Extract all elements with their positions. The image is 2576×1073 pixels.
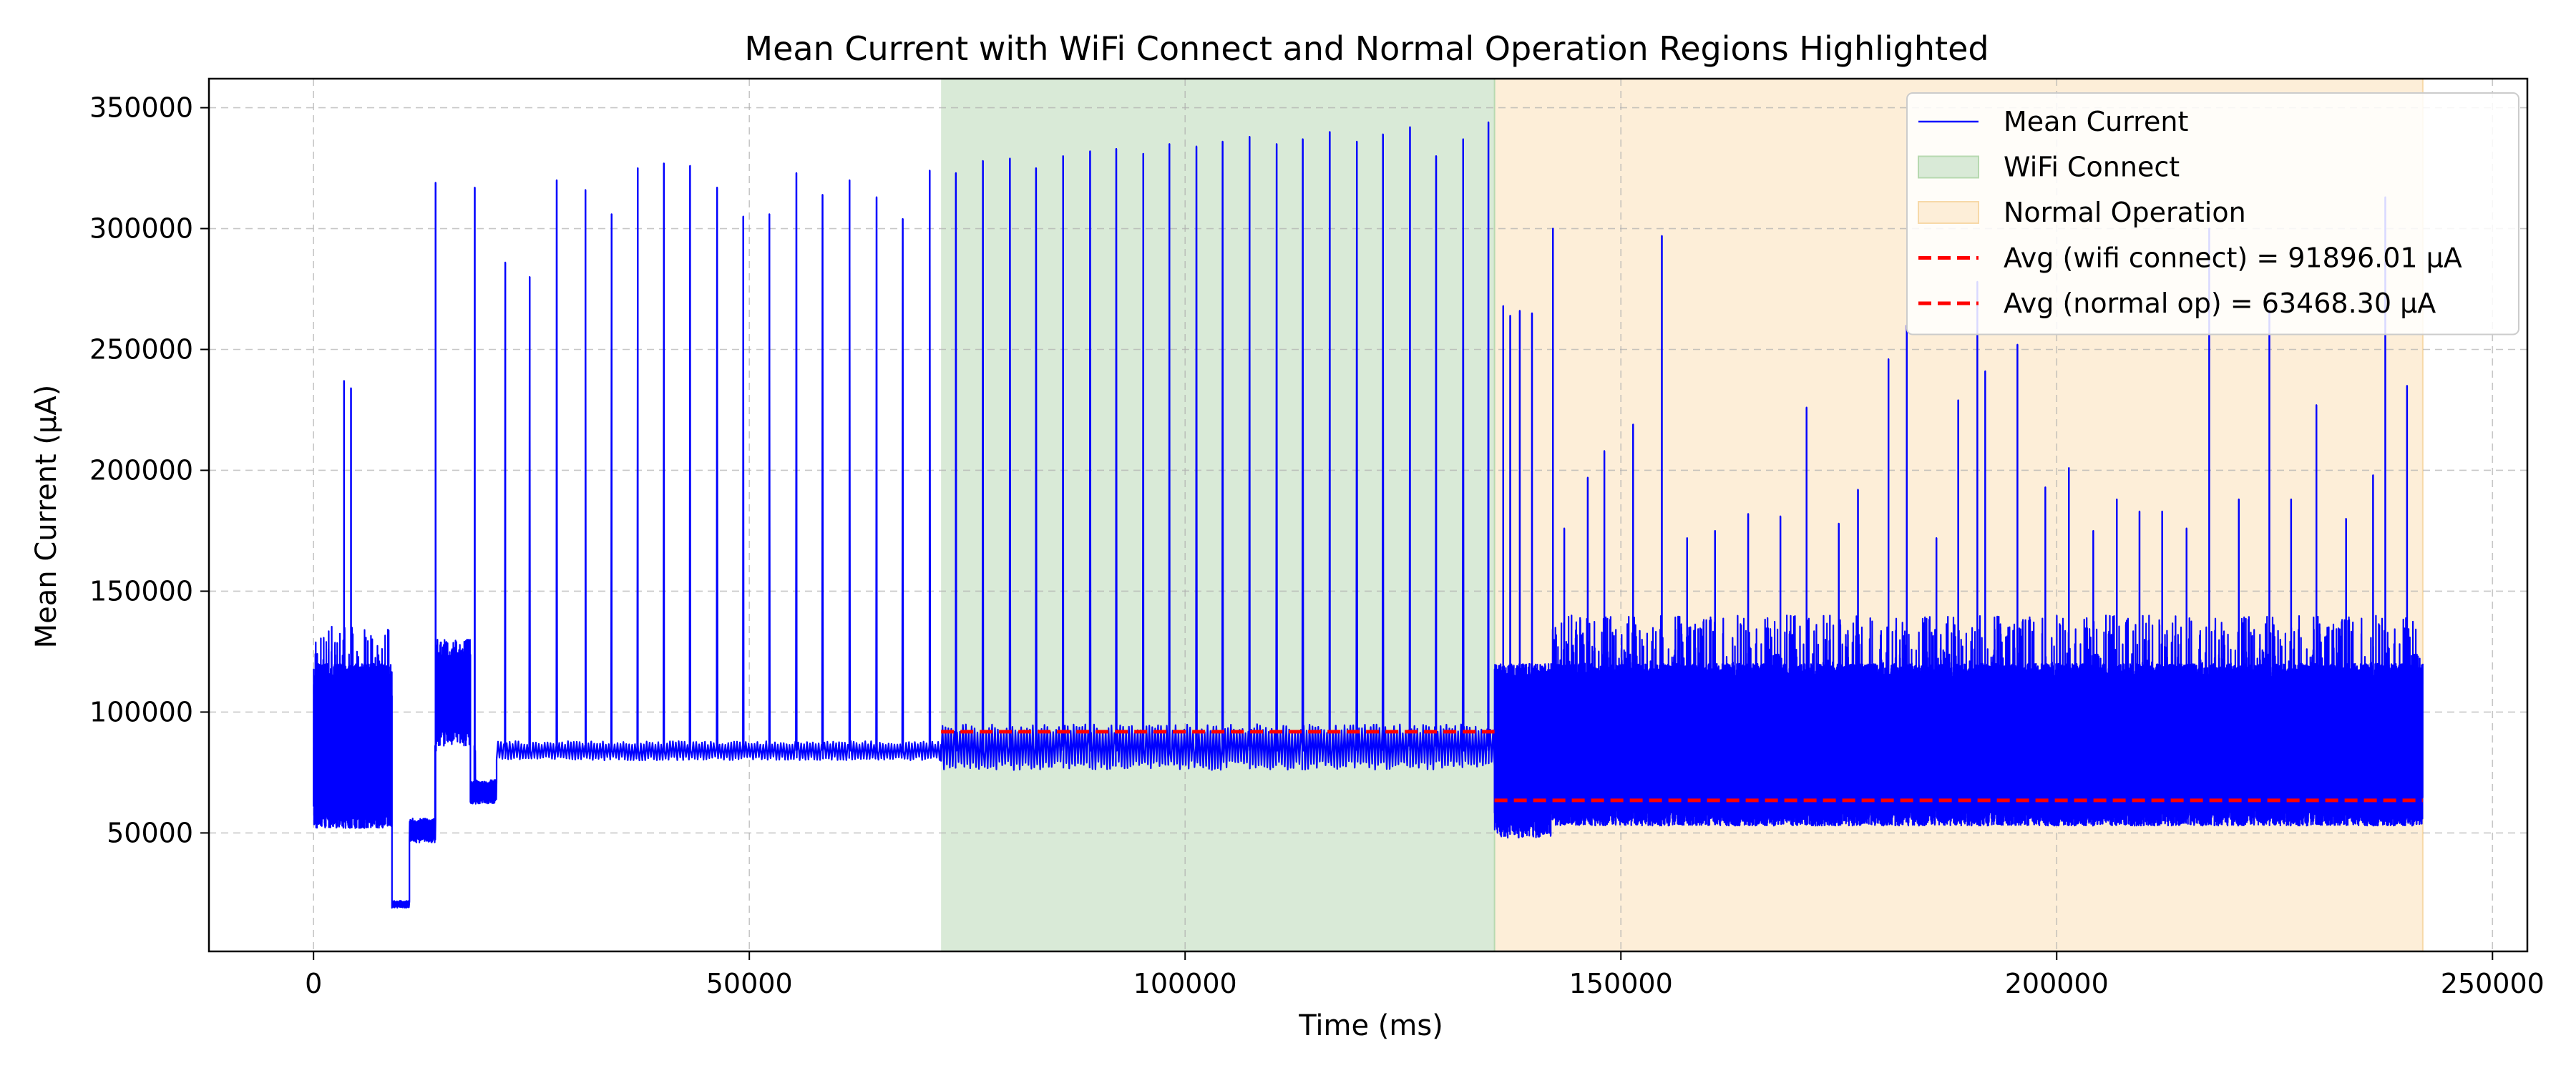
mean-current-series xyxy=(313,121,2424,909)
x-tick-label: 0 xyxy=(305,968,322,999)
y-tick-label: 250000 xyxy=(89,334,193,366)
x-axis-ticks: 0 50000 100000 150000 200000 250000 xyxy=(305,951,2545,999)
chart-legend: Mean Current WiFi Connect Normal Operation… xyxy=(1906,92,2519,335)
legend-label: Avg (wifi connect) = 91896.01 µA xyxy=(2004,242,2462,274)
y-tick-label: 200000 xyxy=(89,454,193,486)
mean-current-line xyxy=(313,121,2424,909)
legend-swatch-patch xyxy=(1918,201,1979,224)
y-tick-label: 100000 xyxy=(89,696,193,727)
x-tick-label: 250000 xyxy=(2441,968,2545,999)
legend-swatch-patch xyxy=(1918,155,1979,179)
y-tick-label: 300000 xyxy=(89,213,193,245)
legend-box xyxy=(1906,92,2519,335)
average-lines xyxy=(941,730,2423,803)
x-tick-label: 150000 xyxy=(1569,968,1673,999)
x-tick-label: 200000 xyxy=(2005,968,2109,999)
legend-label: Avg (normal op) = 63468.30 µA xyxy=(2004,288,2436,319)
gridlines xyxy=(209,79,2527,951)
plot-frame xyxy=(208,77,2529,953)
legend-label: WiFi Connect xyxy=(2004,152,2180,183)
y-axis-ticks: 50000 100000 150000 200000 250000 300000 35000… xyxy=(89,92,209,848)
region-wifi-connect xyxy=(941,79,1495,951)
x-tick-label: 50000 xyxy=(706,968,793,999)
y-axis-label: Mean Current (µA) xyxy=(30,385,63,649)
x-tick-label: 100000 xyxy=(1133,968,1237,999)
y-tick-label: 350000 xyxy=(89,92,193,124)
legend-label: Normal Operation xyxy=(2004,197,2246,228)
y-tick-label: 50000 xyxy=(107,817,193,848)
x-axis-label: Time (ms) xyxy=(1298,1009,1443,1042)
legend-label: Mean Current xyxy=(2004,106,2188,137)
chart-title: Mean Current with WiFi Connect and Norma… xyxy=(744,29,1989,68)
y-tick-label: 150000 xyxy=(89,575,193,607)
